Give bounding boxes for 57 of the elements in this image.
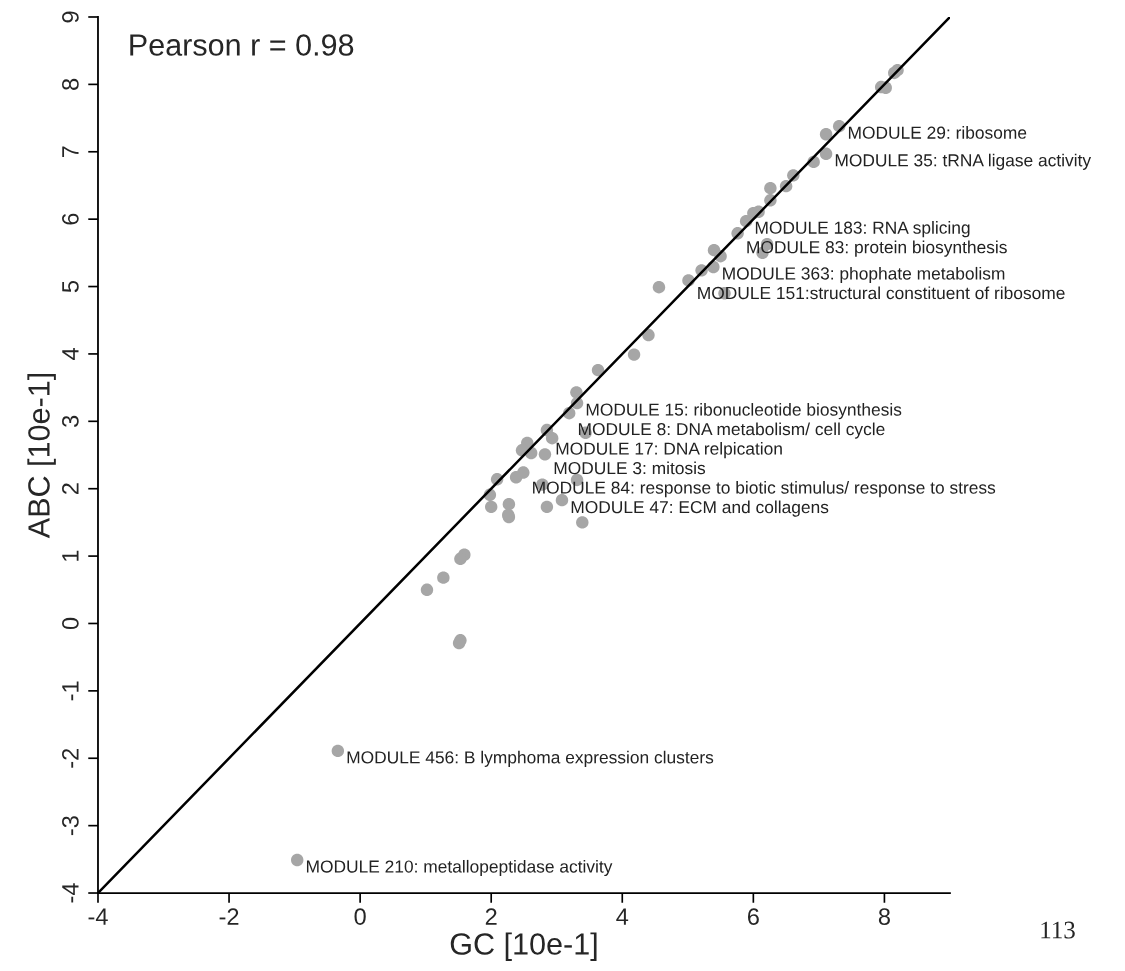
annotation: MODULE 29: ribosome <box>848 126 1027 139</box>
annotation: Pearson r = 0.98 <box>130 34 354 56</box>
point <box>540 500 554 514</box>
point <box>819 128 833 141</box>
annotation: MODULE 35: tRNA ligase activity <box>835 153 1092 170</box>
point <box>454 552 467 565</box>
point <box>502 497 516 511</box>
y-tick-label: -3 <box>62 816 79 836</box>
point <box>538 448 552 461</box>
y-tick-label: 8 <box>62 78 79 90</box>
annotation: MODULE 456: B lymphoma expression clusters <box>347 750 714 767</box>
annotation: MODULE 15: ribonucleotide biosynthesis <box>586 403 902 420</box>
annotation: MODULE 151:structural constituent of ribosome <box>698 286 1065 300</box>
annotation: MODULE 84: response to biotic stimulus/ response to stress <box>533 481 996 498</box>
y-tick-label: 5 <box>62 280 79 293</box>
y-tick-label: 3 <box>62 415 79 427</box>
x-tick-label: 0 <box>354 908 366 925</box>
point <box>627 348 641 361</box>
annotation: MODULE 363: phophate metabolism <box>723 266 1005 284</box>
y-tick-label: 6 <box>62 213 79 225</box>
annotation: MODULE 83: protein biosynthesis <box>747 240 1007 257</box>
annotation: MODULE 183: RNA splicing <box>755 221 970 238</box>
point <box>420 583 434 596</box>
y-tick-label: -4 <box>62 883 79 903</box>
point <box>437 571 450 584</box>
point <box>509 471 523 484</box>
x-tick-label: 4 <box>616 908 629 925</box>
point <box>291 853 304 867</box>
y-axis-title: ABC [10e-1] <box>27 373 56 539</box>
y-tick-label: 1 <box>62 550 79 561</box>
x-axis-title: GC [10e-1] <box>450 932 597 961</box>
point <box>555 493 569 507</box>
annotation: MODULE 3: mitosis <box>554 461 706 475</box>
point <box>591 363 605 377</box>
point <box>764 181 777 195</box>
x-tick-label: 8 <box>878 908 890 925</box>
point <box>652 281 666 294</box>
y-tick-label: 9 <box>62 11 79 23</box>
y-tick-label: 2 <box>62 483 79 495</box>
point <box>576 516 589 529</box>
y-tick-label: 4 <box>62 348 79 360</box>
annotation: MODULE 8: DNA metabolism/ cell cycle <box>578 422 885 439</box>
x-tick-label: -2 <box>219 908 239 925</box>
text: 113 <box>1041 921 1075 939</box>
y-tick-label: 0 <box>62 617 79 630</box>
annotation: MODULE 47: ECM and collagens <box>571 500 829 517</box>
annotation: MODULE 17: DNA relpication <box>556 442 782 459</box>
y-tick-label: -2 <box>62 748 79 768</box>
x-tick-label: 2 <box>485 908 497 925</box>
x-tick-label: 6 <box>747 908 759 925</box>
y-tick-label: 7 <box>62 146 79 158</box>
x-tick-label: -4 <box>88 908 108 925</box>
annotation: MODULE 210: metallopeptidase activity <box>306 859 613 877</box>
point <box>484 500 498 514</box>
point <box>819 147 833 160</box>
y-tick-label: -1 <box>62 681 79 701</box>
point <box>331 744 345 758</box>
